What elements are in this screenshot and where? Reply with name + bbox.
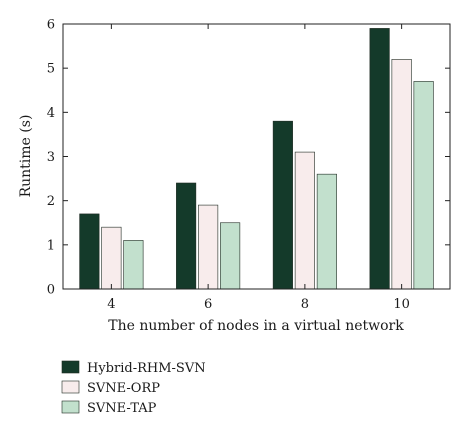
legend: Hybrid-RHM-SVN SVNE-ORP SVNE-TAP xyxy=(61,360,206,416)
bar-svne-orp-8 xyxy=(294,151,315,290)
bar-svne-orp-4 xyxy=(101,226,122,290)
legend-swatch-svne-orp xyxy=(61,380,80,394)
legend-swatch-svne-tap xyxy=(61,400,80,414)
bars-group xyxy=(79,28,434,290)
x-axis-label: The number of nodes in a virtual network xyxy=(108,318,404,334)
legend-label: SVNE-TAP xyxy=(87,401,157,416)
x-tick-label: 8 xyxy=(301,297,309,312)
bar-svne-tap-8 xyxy=(316,173,337,290)
legend-label: Hybrid-RHM-SVN xyxy=(87,361,206,376)
y-tick-label: 0 xyxy=(47,283,55,298)
bar-svne-tap-4 xyxy=(123,240,144,290)
x-tick-label: 10 xyxy=(393,297,410,312)
bar-svne-orp-10 xyxy=(391,59,412,290)
y-tick-label: 3 xyxy=(47,150,55,165)
bar-hybrid-rhm-svn-10 xyxy=(369,28,390,290)
y-tick-label: 1 xyxy=(47,238,55,253)
y-tick-label: 6 xyxy=(47,18,55,33)
y-axis: 0 1 2 3 4 5 6 xyxy=(47,18,450,298)
y-tick-label: 4 xyxy=(47,106,55,121)
bar-svne-tap-10 xyxy=(413,81,434,290)
x-tick-label: 4 xyxy=(107,297,115,312)
y-axis-label: Runtime (s) xyxy=(18,115,34,198)
bar-hybrid-rhm-svn-8 xyxy=(272,120,293,290)
bar-hybrid-rhm-svn-6 xyxy=(176,182,197,290)
y-tick-label: 5 xyxy=(47,62,55,77)
bar-svne-tap-6 xyxy=(220,222,241,290)
y-tick-label: 2 xyxy=(47,194,55,209)
legend-label: SVNE-ORP xyxy=(87,381,160,396)
legend-swatch-hybrid-rhm-svn xyxy=(61,360,80,374)
x-axis: 4 6 8 10 xyxy=(107,24,410,312)
x-tick-label: 6 xyxy=(204,297,212,312)
bar-svne-orp-6 xyxy=(198,204,219,290)
bar-hybrid-rhm-svn-4 xyxy=(79,213,100,290)
